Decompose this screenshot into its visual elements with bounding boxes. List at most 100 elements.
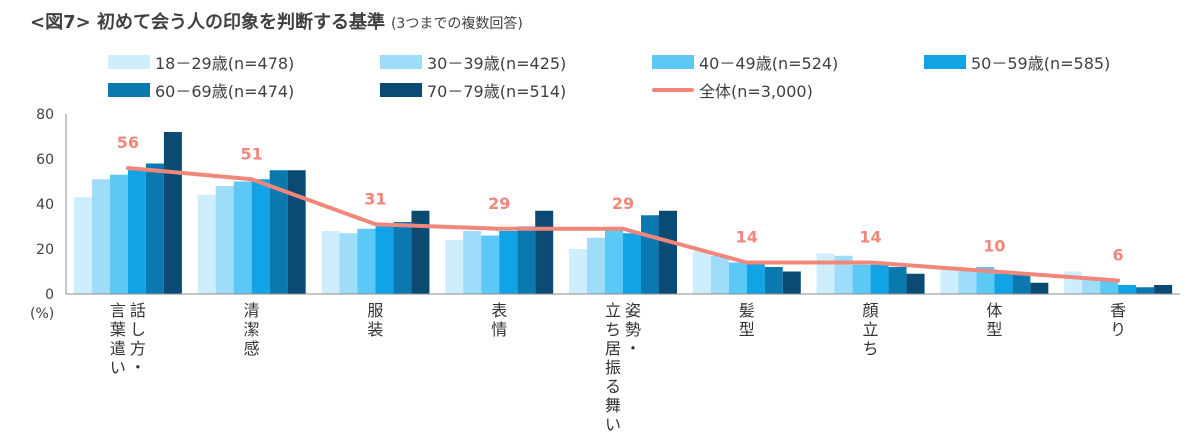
bar [1012,273,1031,294]
bar [1118,285,1137,294]
y-tick-label: 40 [36,197,54,213]
legend-swatch [924,55,966,69]
chart-title: <図7> 初めて会う人の印象を判断する基準 (3つまでの複数回答) [30,8,523,34]
y-tick-label: 0 [45,287,54,303]
bar [127,170,146,294]
bar [870,264,889,294]
y-tick-label: 20 [36,242,54,258]
bar [746,262,765,294]
category-label-char: 感 [244,339,260,358]
legend-item-total: 全体(n=3,000) [652,78,813,102]
bar [888,267,907,294]
data-label: 10 [983,237,1005,256]
bar [481,235,500,294]
category-label-char: 顔 [863,301,879,320]
category-label-char: い [605,415,621,434]
legend-label: 70－79歳(n=514) [427,82,567,101]
category-label-char: 型 [986,320,1002,339]
bar [994,273,1013,294]
bar [958,269,977,294]
bar [463,231,482,294]
category-label-char: 装 [367,320,383,339]
bar [269,170,288,294]
bar [1154,285,1173,294]
legend-label: 18－29歳(n=478) [155,54,295,73]
data-label: 31 [364,189,386,208]
bar [215,186,234,294]
bar [73,197,92,294]
bar [1100,280,1119,294]
category-label-char: 姿 [625,301,641,320]
bar [906,273,925,294]
data-label: 29 [612,194,634,213]
legend-item-30-39: 30－39歳(n=425) [380,50,566,74]
category-label-char: 舞 [605,396,621,415]
category-label-char: 体 [986,301,1002,320]
category-label-char: ち [605,320,621,339]
bar [251,179,270,294]
bar [339,233,358,294]
bar [233,181,252,294]
bar [1136,287,1155,294]
bar [163,132,182,294]
legend-label: 60－69歳(n=474) [155,82,295,101]
data-label: 14 [736,228,758,247]
legend: 18－29歳(n=478) 30－39歳(n=425) 40－49歳(n=524… [108,50,1188,102]
legend-item-70-79: 70－79歳(n=514) [380,78,566,102]
data-label: 56 [117,133,139,152]
category-label-char: り [1110,320,1126,339]
bar [852,264,871,294]
category-label-char: 方 [130,339,146,358]
bar [287,170,306,294]
legend-label: 50－59歳(n=585) [971,54,1111,73]
legend-swatch [380,83,422,97]
bar [816,253,835,294]
bar [499,231,518,294]
category-label-char: ち [863,339,879,358]
legend-item-50-59: 50－59歳(n=585) [924,50,1110,74]
legend-item-60-69: 60－69歳(n=474) [108,78,294,102]
bar [782,271,801,294]
bar [764,267,783,294]
bar [587,237,605,294]
category-label-char: 居 [605,339,621,358]
category-label-char: ・ [130,358,146,377]
legend-label: 40－49歳(n=524) [699,54,839,73]
category-label-char: い [110,358,126,377]
bar [940,269,959,294]
total-line [125,166,1121,283]
category-label-char: る [605,377,621,396]
legend-item-18-29: 18－29歳(n=478) [108,50,294,74]
legend-swatch [108,55,150,69]
bar [1030,282,1049,294]
bar [145,163,164,294]
category-label-char: ・ [625,339,641,358]
bar [605,228,623,294]
y-tick-label: 60 [36,152,54,168]
category-label-char: 勢 [625,320,641,339]
bar [728,262,747,294]
category-label-char: 潔 [244,320,260,339]
category-label-char: 情 [491,320,507,339]
bar [641,215,659,294]
category-label-char: 話 [130,301,146,320]
data-label: 51 [241,144,263,163]
legend-swatch [108,83,150,97]
chart-title-main: <図7> 初めて会う人の印象を判断する基準 [30,12,385,33]
category-label-char: 葉 [110,320,126,339]
chart-title-sub: (3つまでの複数回答) [390,16,523,32]
legend-swatch [380,55,422,69]
bar [109,174,128,294]
category-label-char: 服 [367,301,383,320]
category-label-char: し [130,320,146,339]
bar [834,255,853,294]
bar [535,210,554,294]
legend-label: 全体(n=3,000) [699,82,813,101]
category-label-char: 遣 [110,339,126,358]
bar [517,226,536,294]
data-label: 6 [1113,246,1124,265]
bar [976,267,995,294]
legend-item-40-49: 40－49歳(n=524) [652,50,838,74]
bar [692,251,711,294]
bar [623,233,641,294]
